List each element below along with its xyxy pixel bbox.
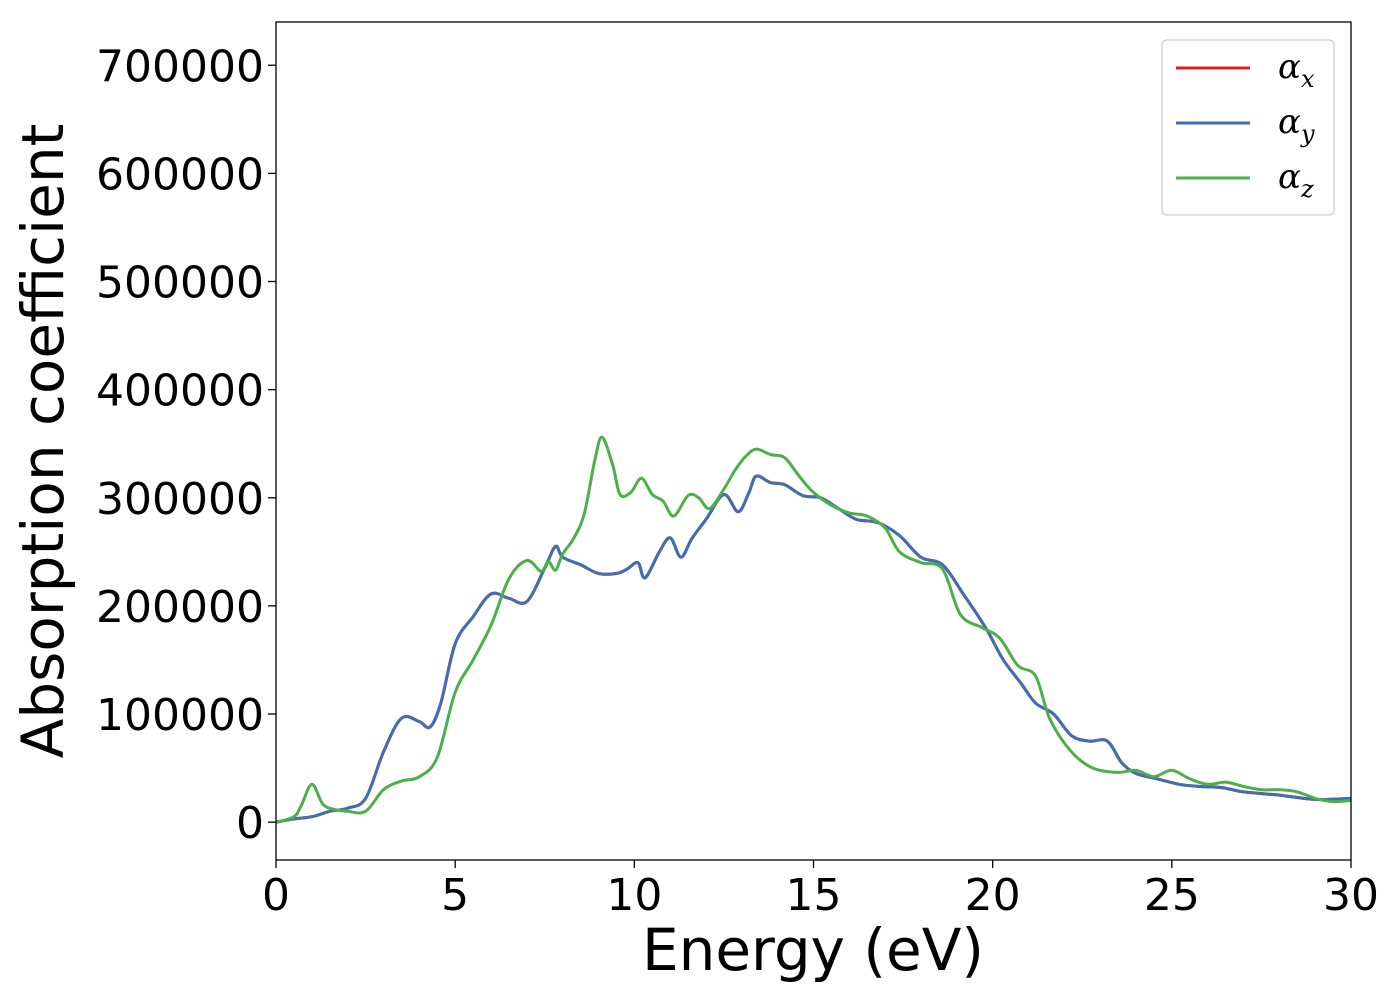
legend-label-z: αz [1278, 157, 1314, 203]
y-tick-label: 600000 [96, 149, 264, 200]
y-axis-ticks: 0 100000 200000 300000 400000 500000 600000 700… [96, 41, 276, 849]
series-line-y [275, 474, 1352, 824]
x-tick-label: 20 [965, 870, 1021, 921]
y-tick-label: 100000 [96, 690, 264, 741]
y-axis-label: Absorption coefficient [9, 124, 77, 759]
legend-box [1161, 39, 1335, 216]
series-line-z [275, 435, 1352, 824]
series-line-x [275, 474, 1352, 824]
y-tick-label: 500000 [96, 258, 264, 309]
y-tick-label: 700000 [96, 41, 264, 92]
x-tick-label: 15 [786, 870, 842, 921]
x-axis-label: Energy (eV) [642, 916, 984, 984]
y-tick-label: 200000 [96, 582, 264, 633]
x-tick-label: 30 [1323, 870, 1379, 921]
x-axis-ticks: 0 5 10 15 20 25 30 [262, 860, 1379, 921]
legend-label-x: αx [1278, 47, 1315, 93]
x-tick-label: 0 [262, 870, 290, 921]
x-tick-label: 5 [441, 870, 469, 921]
legend-label-y: αy [1278, 102, 1315, 148]
y-tick-label: 400000 [96, 366, 264, 417]
x-tick-label: 10 [606, 870, 662, 921]
y-tick-label: 0 [236, 798, 264, 849]
x-tick-label: 25 [1144, 870, 1200, 921]
y-tick-label: 300000 [96, 474, 264, 525]
legend: αx αy αz [1161, 39, 1335, 216]
series-layer [275, 435, 1352, 824]
